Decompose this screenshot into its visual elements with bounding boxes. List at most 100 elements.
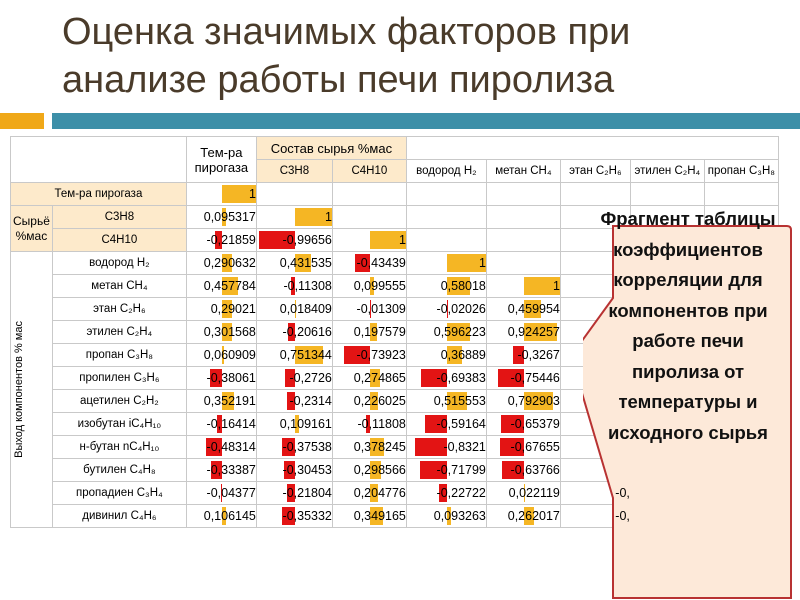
value-bar [344,346,371,364]
value-bar [295,346,323,364]
value-cell: -0,02026 [405,297,487,321]
value-bar [370,484,378,502]
value-bar [447,277,470,295]
value-bar [295,415,300,433]
value-cell [331,205,407,229]
value-bar [281,438,296,456]
value-cell: 0,352191 [185,389,257,413]
value-text: -0,22722 [436,486,486,500]
value-bar [524,507,534,525]
value-cell: -0,59164 [405,412,487,436]
correlation-table: Тем-ра пирогаза Состав сырья %мас С3Н8 С4… [10,136,779,528]
value-cell: 0,093263 [405,504,487,528]
value-bar [500,438,525,456]
value-bar [366,415,371,433]
row-label: С3Н8 [51,205,187,229]
value-cell: -0,2726 [255,366,333,390]
value-cell: 0,349165 [331,504,407,528]
value-bar [524,392,553,410]
row-label: дивинил C₄H₆ [51,504,187,528]
value-cell: -0,38061 [185,366,257,390]
value-text: 0,109161 [279,417,332,431]
value-cell: -0,43439 [331,251,407,275]
value-text: 0,36889 [440,348,486,362]
value-cell: 0,596223 [405,320,487,344]
value-cell: 0,290632 [185,251,257,275]
row-label: метан CH₄ [51,274,187,298]
value-cell: 0,095317 [185,205,257,229]
value-text: -0,43439 [356,256,406,270]
value-bar [447,346,462,364]
value-cell: -0,04377 [185,481,257,505]
value-text: -0,69383 [436,371,486,385]
value-cell: 0,298566 [331,458,407,482]
value-bar [370,438,384,456]
value-cell: -0,30453 [255,458,333,482]
row-label: пропан C₃H₈ [51,343,187,367]
row-label: С4Н10 [51,228,187,252]
value-bar [222,208,226,226]
value-text: 0,274865 [353,371,406,385]
value-cell: -0,11308 [255,274,333,298]
value-bar [216,415,223,433]
value-cell: 0,58018 [405,274,487,298]
value-cell [331,182,407,206]
value-text: 0,58018 [440,279,486,293]
value-cell: 1 [485,274,561,298]
value-bar [295,300,297,318]
value-cell: 0,274865 [331,366,407,390]
value-text: -0,11808 [357,417,406,431]
value-bar [447,254,486,272]
header-blank [405,136,779,160]
value-cell: 0,792903 [485,389,561,413]
value-cell: -0,99656 [255,228,333,252]
value-cell: 0,204776 [331,481,407,505]
value-cell: 0,022119 [485,481,561,505]
value-bar [222,254,233,272]
value-text: 0,095317 [203,210,256,224]
value-text: 1 [552,279,560,293]
value-cell: -0,16414 [185,412,257,436]
header-col: водород H₂ [405,159,487,183]
value-cell: -0,37538 [255,435,333,459]
value-text: -0,2314 [289,394,332,408]
header-col: этан C₂H₆ [559,159,631,183]
row-label: водород H₂ [51,251,187,275]
value-text: 0,018409 [279,302,332,316]
value-text: -0,35332 [282,509,332,523]
value-bar [222,392,235,410]
value-cell: 1 [331,228,407,252]
value-bar [524,323,558,341]
value-bar [286,392,296,410]
value-text: -0,21804 [282,486,332,500]
value-text: 0,349165 [353,509,406,523]
value-bar [287,323,296,341]
row-label: Тем-ра пирогаза [10,182,187,206]
value-cell: -0,67655 [485,435,561,459]
value-bar [211,461,223,479]
value-text: -0,30453 [282,463,332,477]
value-cell: -0,65379 [485,412,561,436]
value-text: -0,16414 [206,417,256,431]
row-label: этилен C₂H₄ [51,320,187,344]
value-bar [524,484,526,502]
value-text: 0,378245 [353,440,406,454]
value-text: 0,197579 [353,325,406,339]
value-bar [215,231,223,249]
value-cell: 0,431535 [255,251,333,275]
row-label: изобутан iC₄H₁₀ [51,412,187,436]
value-bar [285,369,296,387]
value-bar [295,254,312,272]
value-text: 0,290632 [203,256,256,270]
value-text: 0,099555 [353,279,406,293]
header-col: этилен C₂H₄ [629,159,705,183]
value-bar [419,461,448,479]
value-bar [524,300,541,318]
value-text: -0,63766 [510,463,560,477]
value-text: -0,20616 [282,325,332,339]
value-bar [420,369,448,387]
value-bar [222,323,233,341]
callout-shape [583,225,792,599]
value-text: -0,99656 [282,233,332,247]
value-cell: -0,8321 [405,435,487,459]
